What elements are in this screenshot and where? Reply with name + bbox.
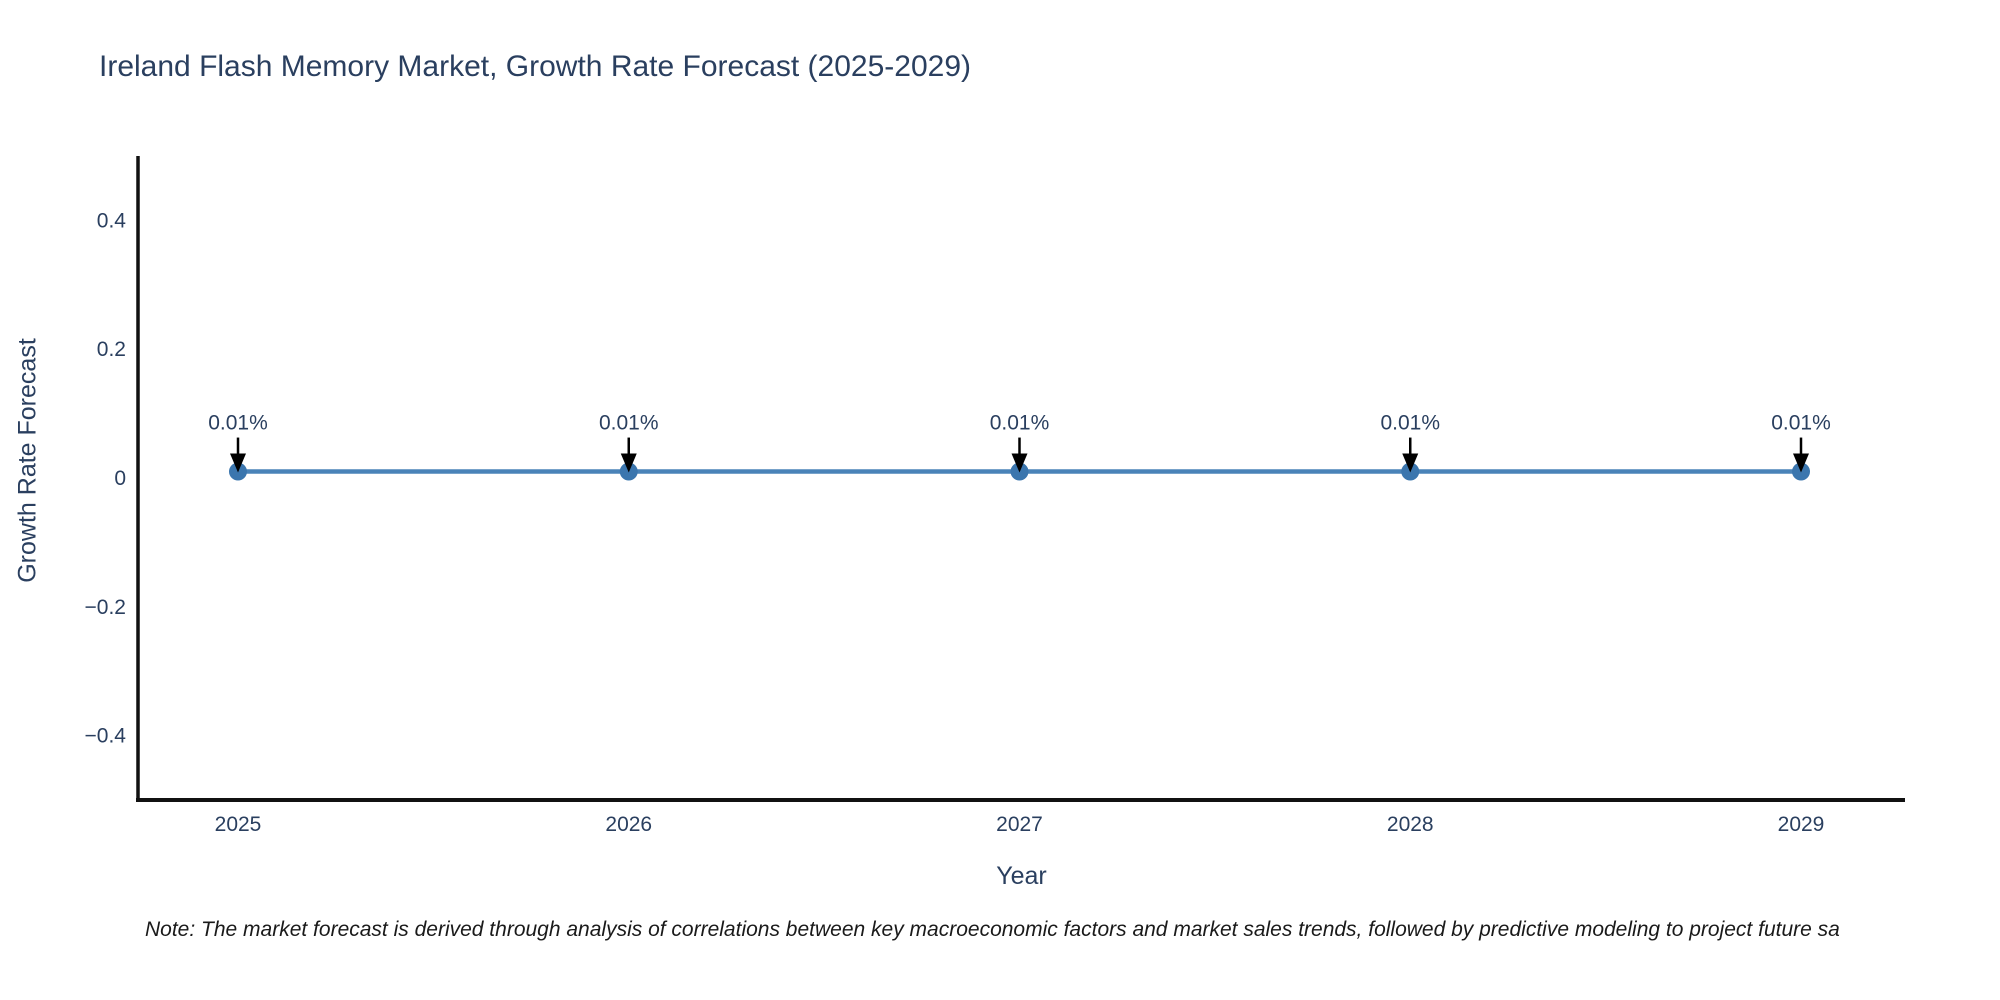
x-tick-label: 2025 bbox=[215, 813, 262, 836]
annotation-label: 0.01% bbox=[1380, 412, 1440, 435]
annotation-label: 0.01% bbox=[208, 412, 268, 435]
annotation-arrow-head bbox=[1793, 453, 1809, 473]
x-tick-label: 2028 bbox=[1387, 813, 1434, 836]
x-tick-label: 2029 bbox=[1778, 813, 1825, 836]
annotation-arrow-head bbox=[620, 453, 637, 473]
x-tick-label: 2026 bbox=[605, 813, 652, 836]
y-tick-label: 0.2 bbox=[97, 338, 126, 361]
annotation-label: 0.01% bbox=[1771, 412, 1831, 435]
y-tick-label: 0.4 bbox=[97, 209, 127, 232]
footnote: Note: The market forecast is derived thr… bbox=[145, 918, 1840, 941]
y-tick-label: 0 bbox=[114, 467, 126, 490]
chart-title: Ireland Flash Memory Market, Growth Rate… bbox=[99, 50, 972, 83]
annotation-label: 0.01% bbox=[599, 412, 659, 435]
annotation-arrow-head bbox=[1402, 453, 1419, 473]
annotation-label: 0.01% bbox=[990, 412, 1050, 435]
annotation-arrow-head bbox=[1011, 453, 1028, 473]
x-axis-title: Year bbox=[996, 862, 1047, 890]
y-axis-title: Growth Rate Forecast bbox=[13, 338, 42, 583]
y-tick-label: −0.4 bbox=[85, 725, 127, 748]
y-tick-label: −0.2 bbox=[85, 596, 126, 619]
annotation-arrow-head bbox=[230, 453, 246, 473]
x-tick-label: 2027 bbox=[996, 813, 1043, 836]
